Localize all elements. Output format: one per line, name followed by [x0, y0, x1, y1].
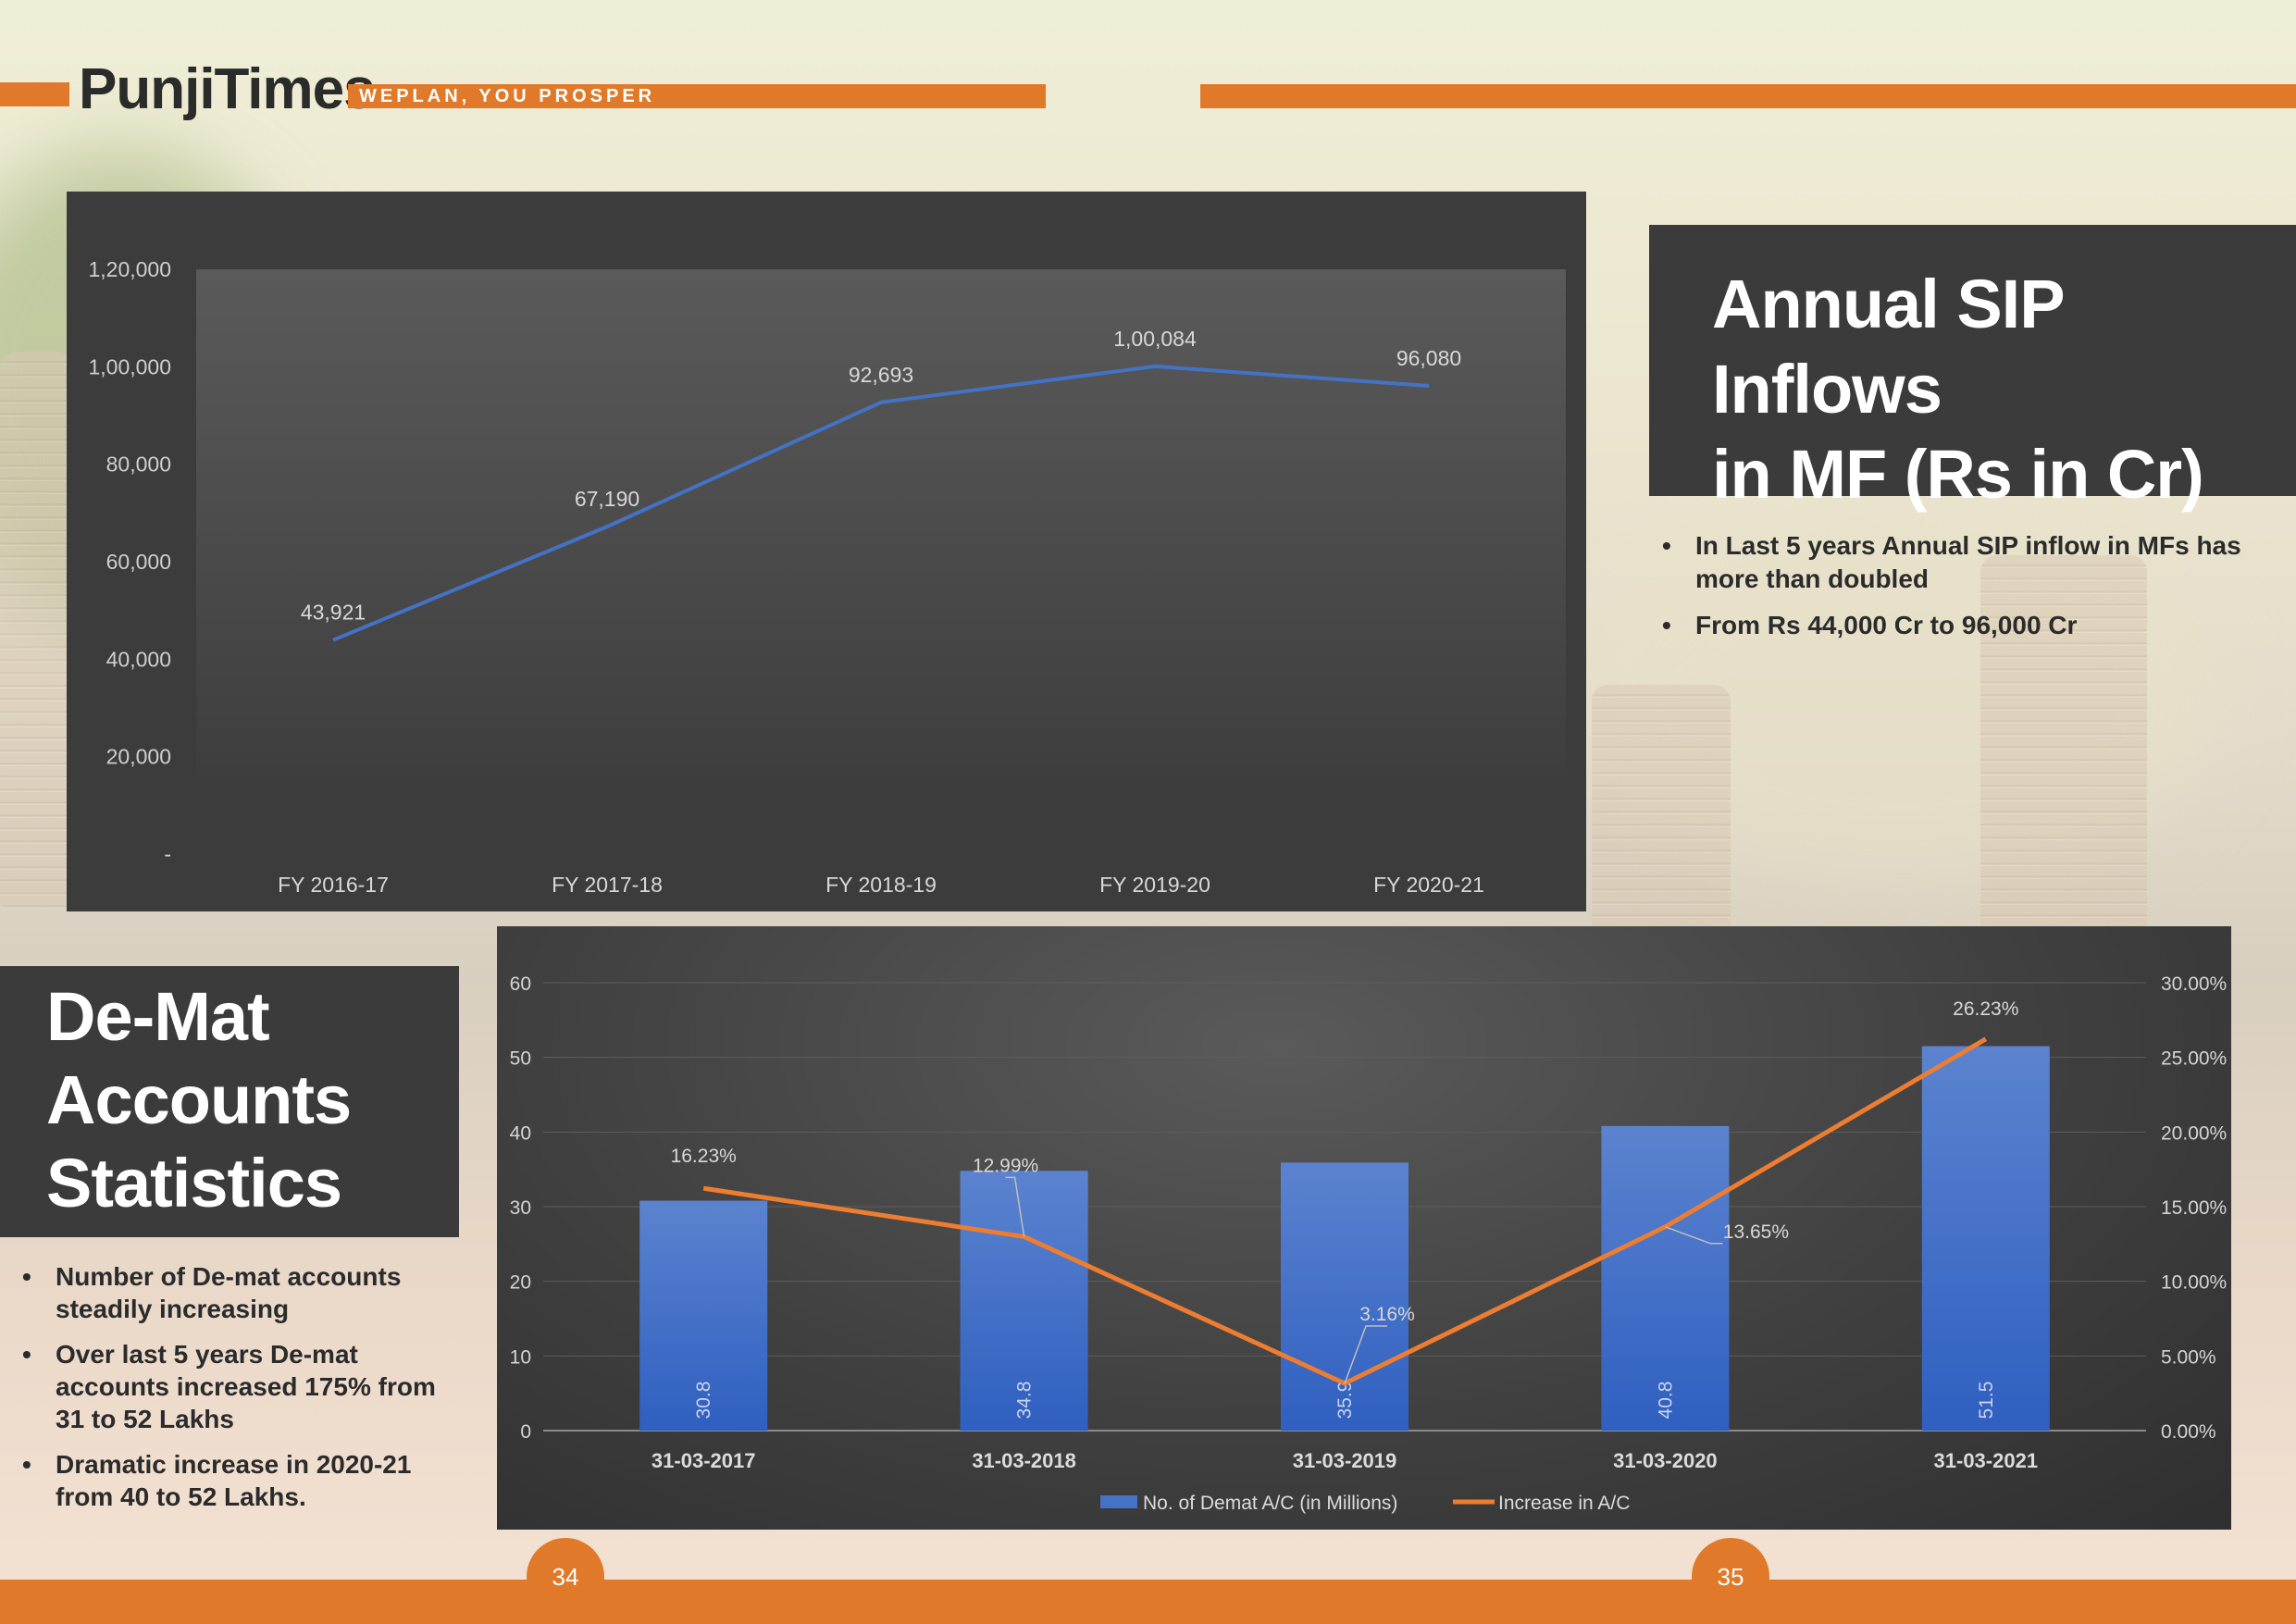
y-right-tick-label: 30.00% — [2161, 973, 2227, 995]
y-left-tick-label: 30 — [510, 1197, 531, 1219]
line-data-label: 16.23% — [671, 1146, 737, 1167]
bullet-item: From Rs 44,000 Cr to 96,000 Cr — [1662, 609, 2273, 642]
plot-area — [196, 269, 1566, 776]
y-left-tick-label: 10 — [510, 1346, 531, 1368]
demat-title: De-Mat Accounts Statistics — [46, 975, 352, 1225]
legend-label: No. of Demat A/C (in Millions) — [1143, 1493, 1397, 1514]
bar-value-label: 35.9 — [1334, 1382, 1356, 1419]
demat-bar — [1281, 1162, 1409, 1431]
sip-bullet-list: In Last 5 years Annual SIP inflow in MFs… — [1662, 529, 2273, 655]
demat-combo-chart: 0 10 20 30 40 50 60 0.00% 5.00% 10.00% 15.00% 20.00… — [510, 973, 2228, 1514]
coin-stack-image — [1592, 685, 1731, 935]
brand-logo: PunjiTimes — [79, 57, 376, 121]
footer-accent-bar — [0, 1580, 2296, 1624]
bar-value-label: 34.8 — [1014, 1382, 1036, 1419]
y-left-tick-label: 0 — [520, 1421, 531, 1443]
line-data-label: 26.23% — [1953, 998, 2018, 1020]
y-right-tick-label: 25.00% — [2161, 1048, 2227, 1070]
data-label: 1,00,084 — [1113, 327, 1197, 351]
x-tick-label: FY 2017-18 — [552, 873, 663, 897]
bullet-item: Number of De-mat accounts steadily incre… — [22, 1260, 457, 1325]
sip-inflow-line-chart: - 20,000 40,000 60,000 80,000 1,00,000 1,20,00… — [88, 257, 1566, 897]
bar-value-label: 30.8 — [693, 1382, 714, 1419]
y-right-tick-label: 15.00% — [2161, 1197, 2227, 1219]
demat-title-box: De-Mat Accounts Statistics — [0, 966, 459, 1237]
demat-bullet-list: Number of De-mat accounts steadily incre… — [22, 1260, 457, 1526]
label-leader-line — [1665, 1226, 1723, 1245]
bullet-item: In Last 5 years Annual SIP inflow in MFs… — [1662, 529, 2273, 596]
sip-title: Annual SIP Inflows in MF (Rs in Cr) — [1712, 262, 2296, 517]
x-tick-label: 31-03-2019 — [1293, 1449, 1397, 1472]
x-tick-label: 31-03-2018 — [972, 1449, 1076, 1472]
demat-bar — [1921, 1046, 2050, 1431]
y-left-tick-label: 50 — [510, 1048, 531, 1070]
x-tick-label: FY 2016-17 — [278, 873, 389, 897]
page-number-left: 34 — [527, 1538, 604, 1616]
bullet-item: Dramatic increase in 2020-21 from 40 to … — [22, 1448, 457, 1513]
y-tick-label: 20,000 — [106, 745, 171, 769]
y-right-tick-label: 5.00% — [2161, 1346, 2216, 1368]
x-tick-label: 31-03-2021 — [1934, 1449, 2039, 1472]
sip-title-line: in MF (Rs in Cr) — [1712, 436, 2204, 513]
sip-inflow-chart-panel: - 20,000 40,000 60,000 80,000 1,00,000 1,20,00… — [67, 192, 1586, 911]
data-label: 43,921 — [301, 601, 366, 625]
line-data-label: 12.99% — [973, 1155, 1038, 1176]
demat-title-line: De-Mat — [46, 978, 270, 1055]
legend-label: Increase in A/C — [1498, 1493, 1630, 1514]
demat-bar — [1601, 1125, 1730, 1431]
y-right-tick-label: 0.00% — [2161, 1421, 2216, 1443]
y-tick-label: 60,000 — [106, 550, 171, 574]
y-right-tick-label: 20.00% — [2161, 1122, 2227, 1144]
demat-title-line: Statistics — [46, 1145, 342, 1221]
y-left-tick-label: 60 — [510, 973, 531, 995]
y-tick-label: 40,000 — [106, 647, 171, 671]
x-tick-label: FY 2019-20 — [1099, 873, 1210, 897]
line-data-label: 3.16% — [1359, 1304, 1415, 1325]
y-tick-label: - — [164, 842, 171, 866]
data-label: 96,080 — [1396, 346, 1461, 370]
x-tick-label: FY 2020-21 — [1373, 873, 1484, 897]
sip-title-box: Annual SIP Inflows in MF (Rs in Cr) — [1649, 225, 2296, 513]
data-label: 92,693 — [849, 363, 913, 387]
legend-swatch-bars — [1100, 1495, 1137, 1508]
coin-stack-image — [0, 352, 74, 907]
y-left-tick-label: 40 — [510, 1122, 531, 1144]
x-tick-label: FY 2018-19 — [825, 873, 937, 897]
bar-value-label: 51.5 — [1976, 1382, 1997, 1419]
label-leader-line — [1344, 1325, 1387, 1384]
sip-title-line: Annual SIP Inflows — [1712, 266, 2064, 428]
demat-bar — [639, 1200, 768, 1431]
header-accent-bar — [1200, 84, 2296, 108]
data-label: 67,190 — [575, 487, 639, 511]
brand-tagline: WEPLAN, YOU PROSPER — [359, 86, 656, 106]
demat-bar — [960, 1171, 1088, 1431]
label-leader-line — [1005, 1176, 1025, 1237]
line-data-label: 13.65% — [1723, 1221, 1789, 1243]
y-right-tick-label: 10.00% — [2161, 1272, 2227, 1294]
x-tick-label: 31-03-2020 — [1613, 1449, 1718, 1472]
page-number-right: 35 — [1692, 1538, 1769, 1616]
y-tick-label: 1,00,000 — [88, 354, 171, 378]
demat-chart-panel: 0 10 20 30 40 50 60 0.00% 5.00% 10.00% 15.00% 20.00… — [497, 926, 2231, 1530]
x-tick-label: 31-03-2017 — [652, 1449, 756, 1472]
y-tick-label: 1,20,000 — [88, 257, 171, 281]
sip-series-line — [332, 364, 1430, 642]
y-tick-label: 80,000 — [106, 452, 171, 477]
demat-title-line: Accounts — [46, 1061, 352, 1138]
bar-value-label: 40.8 — [1655, 1382, 1676, 1419]
bullet-item: Over last 5 years De-mat accounts increa… — [22, 1338, 457, 1435]
y-left-tick-label: 20 — [510, 1272, 531, 1294]
tagline-bar — [348, 84, 1046, 108]
header-accent-bar — [0, 82, 69, 106]
